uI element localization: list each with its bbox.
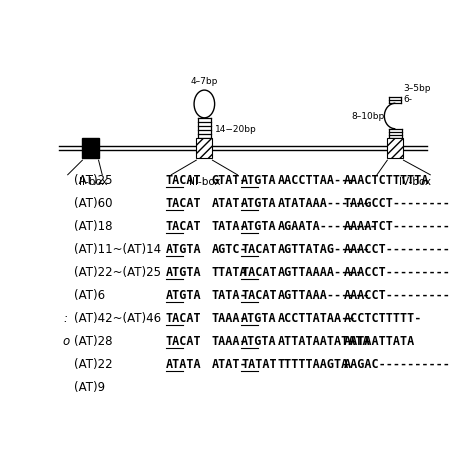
Bar [196, 138, 212, 158]
Text: II-box: II-box [79, 177, 107, 187]
Bar [387, 138, 403, 158]
Text: (AT)22: (AT)22 [74, 358, 112, 372]
Text: TACAT: TACAT [166, 220, 201, 234]
Text: ATGTA: ATGTA [241, 174, 277, 188]
Text: :: : [63, 312, 67, 326]
Text: ATGTA: ATGTA [241, 336, 277, 348]
Ellipse shape [194, 90, 215, 118]
Text: TATA-: TATA- [212, 220, 247, 234]
Text: TACAT: TACAT [166, 174, 201, 188]
Text: TACAT: TACAT [166, 198, 201, 210]
Text: III-box: III-box [189, 177, 220, 187]
Text: TACAT: TACAT [241, 244, 277, 256]
Text: AAACTCTTTTTA: AAACTCTTTTTA [344, 174, 429, 188]
Text: ATATA: ATATA [166, 358, 201, 372]
Text: TACAT: TACAT [166, 312, 201, 326]
Text: ACCTCTTTTT-: ACCTCTTTTT- [344, 312, 422, 326]
Text: (AT)28: (AT)28 [74, 336, 112, 348]
Text: AGTC-: AGTC- [212, 244, 247, 256]
Text: TTATA: TTATA [212, 266, 247, 280]
Bar [82, 138, 99, 158]
Text: (AT)11~(AT)14: (AT)11~(AT)14 [74, 244, 161, 256]
Text: TATA-: TATA- [212, 290, 247, 302]
Text: 4–7bp: 4–7bp [191, 77, 218, 86]
Text: AGTTAAAA----: AGTTAAAA---- [278, 266, 364, 280]
Text: (AT)60: (AT)60 [74, 198, 112, 210]
Text: ATGTA: ATGTA [166, 244, 201, 256]
Text: (AT)9: (AT)9 [74, 382, 105, 394]
Text: ATGTA: ATGTA [166, 290, 201, 302]
Text: IV-box: IV-box [399, 177, 431, 187]
Text: AAAATCT--------: AAAATCT-------- [344, 220, 451, 234]
Text: 6-: 6- [403, 95, 412, 104]
Text: (AT)42~(AT)46: (AT)42~(AT)46 [74, 312, 161, 326]
Text: ATTATAATATATA: ATTATAATATATA [278, 336, 371, 348]
Text: ATGTA: ATGTA [241, 312, 277, 326]
Text: 3–5bp: 3–5bp [403, 84, 430, 93]
Text: TAAA-: TAAA- [212, 336, 247, 348]
Text: 8–10bp: 8–10bp [352, 111, 385, 120]
Text: AGTTAAA------: AGTTAAA------ [278, 290, 371, 302]
Text: (AT)6: (AT)6 [74, 290, 105, 302]
Text: AGAATA--------: AGAATA-------- [278, 220, 378, 234]
Text: (AT)18: (AT)18 [74, 220, 112, 234]
Text: ATATAAA------: ATATAAA------ [278, 198, 371, 210]
Text: (AT)25: (AT)25 [74, 174, 112, 188]
Text: ATGTA: ATGTA [166, 266, 201, 280]
Text: AATAATTATA: AATAATTATA [344, 336, 415, 348]
Text: AAGAC----------: AAGAC---------- [344, 358, 451, 372]
Text: TAAA-: TAAA- [212, 312, 247, 326]
Text: ATAT-: ATAT- [212, 198, 247, 210]
Text: o: o [63, 336, 70, 348]
Text: AAACCT---------: AAACCT--------- [344, 290, 451, 302]
Text: TATAT: TATAT [241, 358, 277, 372]
Text: AGTTATAG-----: AGTTATAG----- [278, 244, 371, 256]
Text: TACAT: TACAT [166, 336, 201, 348]
Text: ATGTA: ATGTA [241, 198, 277, 210]
Text: (AT)22~(AT)25: (AT)22~(AT)25 [74, 266, 161, 280]
Text: 14−20bp: 14−20bp [215, 126, 256, 134]
Text: AAACCT---------: AAACCT--------- [344, 266, 451, 280]
Text: TAAGCCT--------: TAAGCCT-------- [344, 198, 451, 210]
Text: ACCTTATAA--: ACCTTATAA-- [278, 312, 356, 326]
Text: AAACCT---------: AAACCT--------- [344, 244, 451, 256]
Text: TACAT: TACAT [241, 290, 277, 302]
Text: ATAT-: ATAT- [212, 358, 247, 372]
Text: AACCTTAA---: AACCTTAA--- [278, 174, 356, 188]
Text: GTAT-: GTAT- [212, 174, 247, 188]
Text: TTTTTAAGTA: TTTTTAAGTA [278, 358, 349, 372]
Text: ATGTA: ATGTA [241, 220, 277, 234]
Text: TACAT: TACAT [241, 266, 277, 280]
